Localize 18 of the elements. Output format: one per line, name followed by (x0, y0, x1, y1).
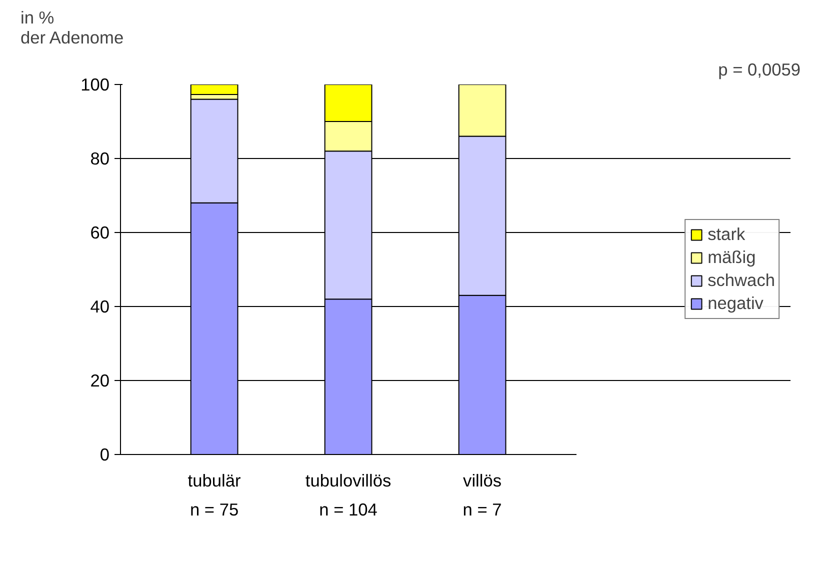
y-tick-label: 20 (90, 370, 110, 390)
text: p = 0,0059 (718, 60, 801, 80)
y-tick-label: 80 (90, 148, 110, 168)
text: n = 7 (462, 500, 502, 520)
y-tick-label: 40 (90, 296, 110, 316)
y-tick-label: 100 (80, 74, 110, 94)
y-tick-label: 0 (100, 444, 110, 464)
text: n = 75 (190, 500, 239, 520)
x-tick-label: tubulär (188, 470, 242, 490)
y-tick-label: 60 (90, 222, 110, 242)
x-tick-label: villös (463, 470, 502, 490)
legend-label: negativ (708, 293, 764, 314)
y-axis-title: in % der Adenome (20, 8, 124, 48)
legend-label: stark (708, 224, 746, 245)
x-tick-label: tubulovillös (305, 470, 392, 490)
legend-label: mäßig (708, 247, 756, 268)
text: n = 104 (319, 500, 378, 520)
legend-label: schwach (708, 270, 775, 291)
